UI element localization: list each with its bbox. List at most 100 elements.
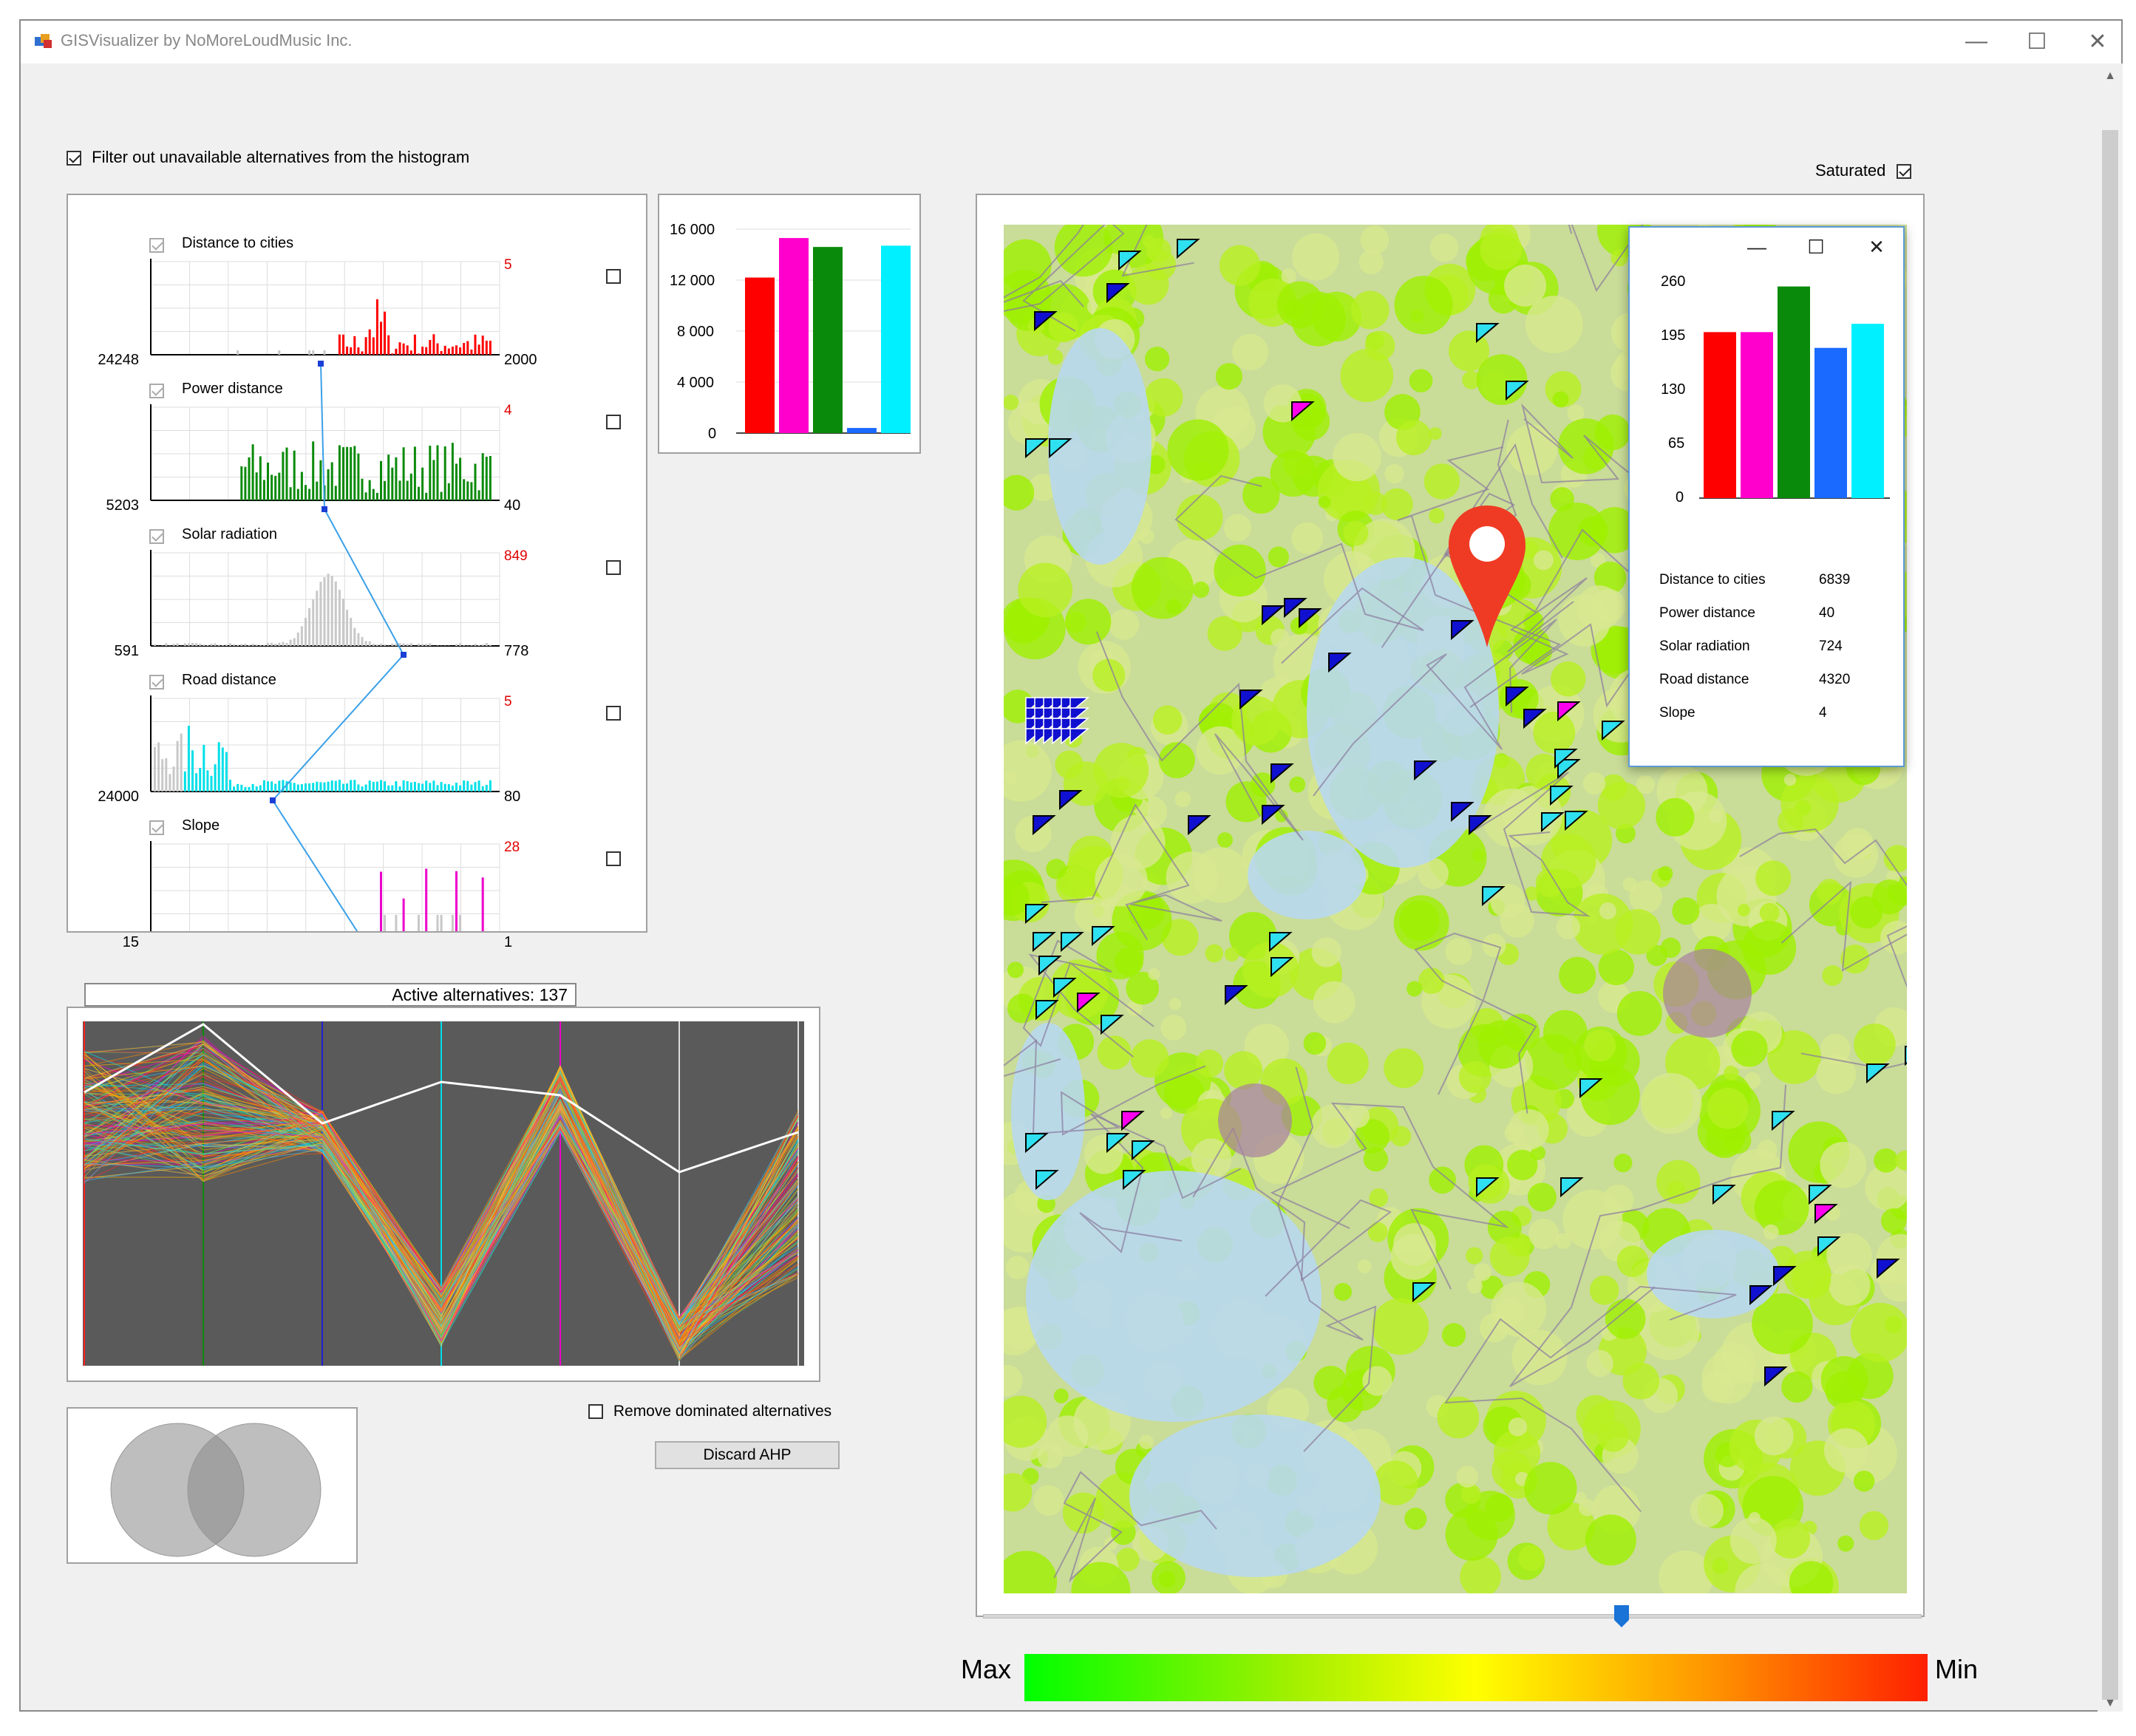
histogram-bar	[319, 582, 322, 646]
saturated-row[interactable]: Saturated	[1815, 161, 1911, 180]
map-terrain-patch	[1131, 556, 1194, 619]
remove-dominated-checkbox[interactable]	[588, 1404, 603, 1420]
alternative-marker	[1271, 957, 1294, 978]
alternative-marker	[1035, 1170, 1059, 1191]
map-slider-track[interactable]	[983, 1614, 1922, 1618]
alternative-marker	[1101, 1015, 1124, 1035]
pc-line	[84, 1047, 799, 1332]
histogram-bar	[470, 482, 473, 500]
alternative-marker	[1177, 239, 1200, 259]
alternative-marker	[1809, 1185, 1832, 1205]
close-button[interactable]: ✕	[2088, 29, 2107, 54]
scroll-up-icon[interactable]: ▲	[2104, 69, 2116, 82]
hist-enable-checkbox[interactable]	[149, 675, 164, 690]
map-road	[1053, 1471, 1217, 1583]
popup-minimize-button[interactable]: —	[1747, 236, 1766, 258]
histogram-bar	[210, 644, 213, 646]
histogram-bar	[489, 644, 492, 646]
alternative-marker	[1262, 805, 1285, 826]
hist-enable-checkbox[interactable]	[149, 384, 164, 398]
map-terrain-patch	[1303, 1032, 1327, 1055]
histogram-bar	[308, 489, 311, 500]
hist-select-checkbox[interactable]	[606, 269, 621, 284]
map-terrain-patch	[1158, 742, 1195, 779]
alternative-marker	[1506, 381, 1529, 401]
histogram-bar	[244, 644, 247, 646]
hist-select-checkbox[interactable]	[606, 560, 621, 575]
histogram-bar	[353, 627, 356, 646]
histogram-bar	[161, 759, 164, 792]
histogram-bar	[346, 610, 349, 646]
map-terrain-patch	[1311, 291, 1362, 342]
map-terrain-patch	[1437, 1396, 1480, 1439]
alternative-marker	[1749, 1285, 1773, 1306]
hist-enable-checkbox[interactable]	[149, 238, 164, 253]
map-terrain-patch	[1460, 1556, 1501, 1593]
histogram-bar	[165, 758, 168, 792]
map-terrain-patch	[1757, 1139, 1778, 1160]
map-terrain-patch	[1567, 404, 1585, 422]
alternative-marker	[1225, 985, 1248, 1006]
map-terrain-patch	[1754, 1416, 1794, 1456]
histogram-bar	[455, 783, 458, 792]
map-terrain-patch	[1523, 610, 1544, 632]
map-slider-thumb[interactable]	[1613, 1604, 1630, 1629]
alternative-marker	[1271, 763, 1294, 784]
map-road	[1568, 225, 1644, 293]
filter-checkbox-row[interactable]: Filter out unavailable alternatives from…	[67, 148, 469, 167]
histogram-bar	[455, 463, 458, 500]
saturated-checkbox[interactable]	[1896, 164, 1911, 180]
minimize-button[interactable]: —	[1965, 29, 1987, 53]
map-terrain-patch	[1268, 546, 1289, 568]
alternative-marker	[1523, 709, 1547, 729]
hist-select-checkbox[interactable]	[606, 415, 621, 429]
histogram-bar	[421, 347, 424, 355]
parallel-coordinates-panel	[67, 1007, 820, 1382]
histogram-bar	[183, 771, 186, 792]
map-terrain-patch	[1225, 781, 1267, 823]
popup-close-button[interactable]: ✕	[1868, 236, 1885, 258]
popup-maximize-button[interactable]: ☐	[1807, 236, 1825, 258]
map-terrain-patch	[1007, 401, 1052, 446]
hist-max-label: 40	[504, 497, 521, 514]
map-terrain-patch	[1333, 1282, 1353, 1301]
histogram-bar	[285, 447, 288, 500]
histogram-bar	[357, 633, 360, 646]
remove-dominated-row[interactable]: Remove dominated alternatives	[588, 1403, 831, 1420]
pc-line	[84, 1092, 799, 1323]
histogram-bar	[217, 742, 220, 792]
map-terrain-patch	[1495, 1298, 1525, 1327]
map-terrain-patch	[1615, 909, 1661, 955]
histogram-bar	[183, 643, 186, 646]
filter-checkbox[interactable]	[67, 151, 81, 166]
histogram-bar	[447, 784, 450, 792]
map-terrain-patch	[1559, 956, 1596, 994]
hist-enable-checkbox[interactable]	[149, 529, 164, 544]
histogram-bar	[278, 472, 281, 500]
map-terrain-patch	[1558, 418, 1614, 474]
hist-select-checkbox[interactable]	[606, 851, 621, 866]
alternative-marker	[1817, 1236, 1841, 1257]
histogram-bar	[425, 347, 428, 355]
histogram-bar	[451, 786, 454, 792]
histogram-bar	[191, 643, 194, 646]
parallel-coordinates-plot[interactable]	[68, 1008, 819, 1381]
hist-enable-checkbox[interactable]	[149, 820, 164, 835]
map-terrain-patch	[1792, 1259, 1831, 1299]
discard-ahp-button[interactable]: Discard AHP	[655, 1441, 840, 1469]
map-terrain-patch	[1598, 949, 1634, 986]
location-pin-icon[interactable]	[1446, 503, 1528, 650]
scroll-thumb[interactable]	[2102, 130, 2118, 1700]
scroll-down-icon[interactable]: ▼	[2104, 1697, 2116, 1709]
map-terrain-patch	[1562, 1189, 1623, 1250]
map-terrain-patch	[1466, 1247, 1483, 1264]
map-road	[1270, 1102, 1509, 1290]
vertical-scrollbar[interactable]: ▲ ▼	[2098, 64, 2123, 1712]
map-terrain-patch	[1049, 959, 1109, 1019]
hist-select-checkbox[interactable]	[606, 706, 621, 721]
map-terrain-patch	[1789, 1561, 1834, 1593]
histogram-bar	[477, 490, 480, 500]
histogram-bar	[418, 353, 420, 355]
map-terrain-patch	[1271, 628, 1290, 648]
maximize-button[interactable]: ☐	[2027, 29, 2047, 54]
